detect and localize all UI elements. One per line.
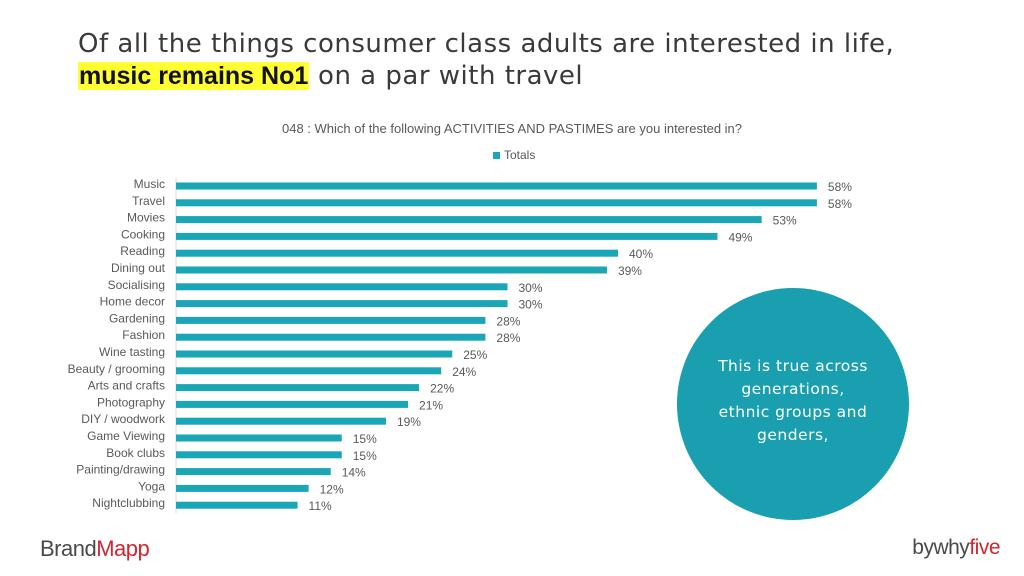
bar [176,216,762,224]
bar [176,199,817,207]
legend-label: Totals [504,148,536,162]
headline: Of all the things consumer class adults … [78,28,978,92]
brandmapp-logo-part-2: Mapp [96,536,150,561]
category-label: Book clubs [106,446,165,460]
data-label: 28% [496,314,520,328]
data-label: 40% [629,247,653,261]
bywhyfive-logo-part-2: five [969,536,1000,559]
bar [176,249,618,257]
chart-title: 048 : Which of the following ACTIVITIES … [281,121,743,136]
category-label: Painting/drawing [76,463,165,477]
callout-circle: This is true across generations, ethnic … [677,288,909,520]
data-label: 30% [519,298,543,312]
category-label: Nightclubbing [92,496,165,510]
category-label: Travel [132,194,165,208]
headline-line-2-rest: on a par with travel [309,61,584,91]
category-label: Dining out [111,261,166,275]
bar [176,266,607,274]
category-label: Wine tasting [99,345,165,359]
category-label: Socialising [108,278,165,292]
data-label: 15% [353,432,377,446]
bar [176,316,486,324]
data-label: 12% [320,482,344,496]
category-label: Arts and crafts [88,379,165,393]
data-label: 58% [828,197,852,211]
bywhyfive-logo: bywhyfive [912,536,1000,560]
category-label: Home decor [100,295,165,309]
bar [176,468,331,476]
data-label: 53% [773,214,797,228]
bar [176,182,817,190]
bar [176,283,508,291]
category-label: Movies [127,211,165,225]
bar [176,417,386,425]
category-label: Game Viewing [87,429,165,443]
data-label: 28% [496,331,520,345]
callout-text: This is true across generations, ethnic … [718,357,868,444]
data-label: 49% [728,230,752,244]
data-label: 58% [828,180,852,194]
bar [176,384,420,392]
data-label: 30% [519,281,543,295]
category-label: Photography [97,395,165,409]
bar [176,501,298,509]
data-label: 15% [353,449,377,463]
chart-legend: Totals [493,148,535,162]
headline-line-1: Of all the things consumer class adults … [78,29,895,59]
legend-swatch [493,151,500,159]
category-label: Music [134,177,165,191]
bar [176,434,342,442]
category-label: Beauty / grooming [68,362,165,376]
bar [176,300,508,308]
bar [176,367,442,375]
bar [176,333,486,341]
headline-highlight: music remains No1 [78,62,310,90]
bar [176,400,409,408]
data-label: 22% [430,382,454,396]
category-label: Fashion [122,328,165,342]
category-label: DIY / woodwork [81,412,166,426]
bar [176,350,453,358]
data-label: 39% [618,264,642,278]
data-label: 14% [342,466,366,480]
bar [176,451,342,459]
category-label: Reading [120,244,165,258]
headline-line-2: music remains No1 on a par with travel [78,60,978,92]
data-label: 11% [309,499,332,513]
data-label: 21% [419,398,443,412]
bywhyfive-logo-part-1: bywhy [912,536,970,559]
data-label: 24% [452,365,476,379]
category-label: Cooking [121,227,165,241]
data-label: 19% [397,415,421,429]
bar [176,484,309,492]
category-label: Gardening [109,311,165,325]
brandmapp-logo-part-1: Brand [40,536,97,561]
data-label: 25% [463,348,487,362]
brandmapp-logo: BrandMapp [40,536,150,562]
category-label: Yoga [138,479,165,493]
bar [176,232,718,240]
